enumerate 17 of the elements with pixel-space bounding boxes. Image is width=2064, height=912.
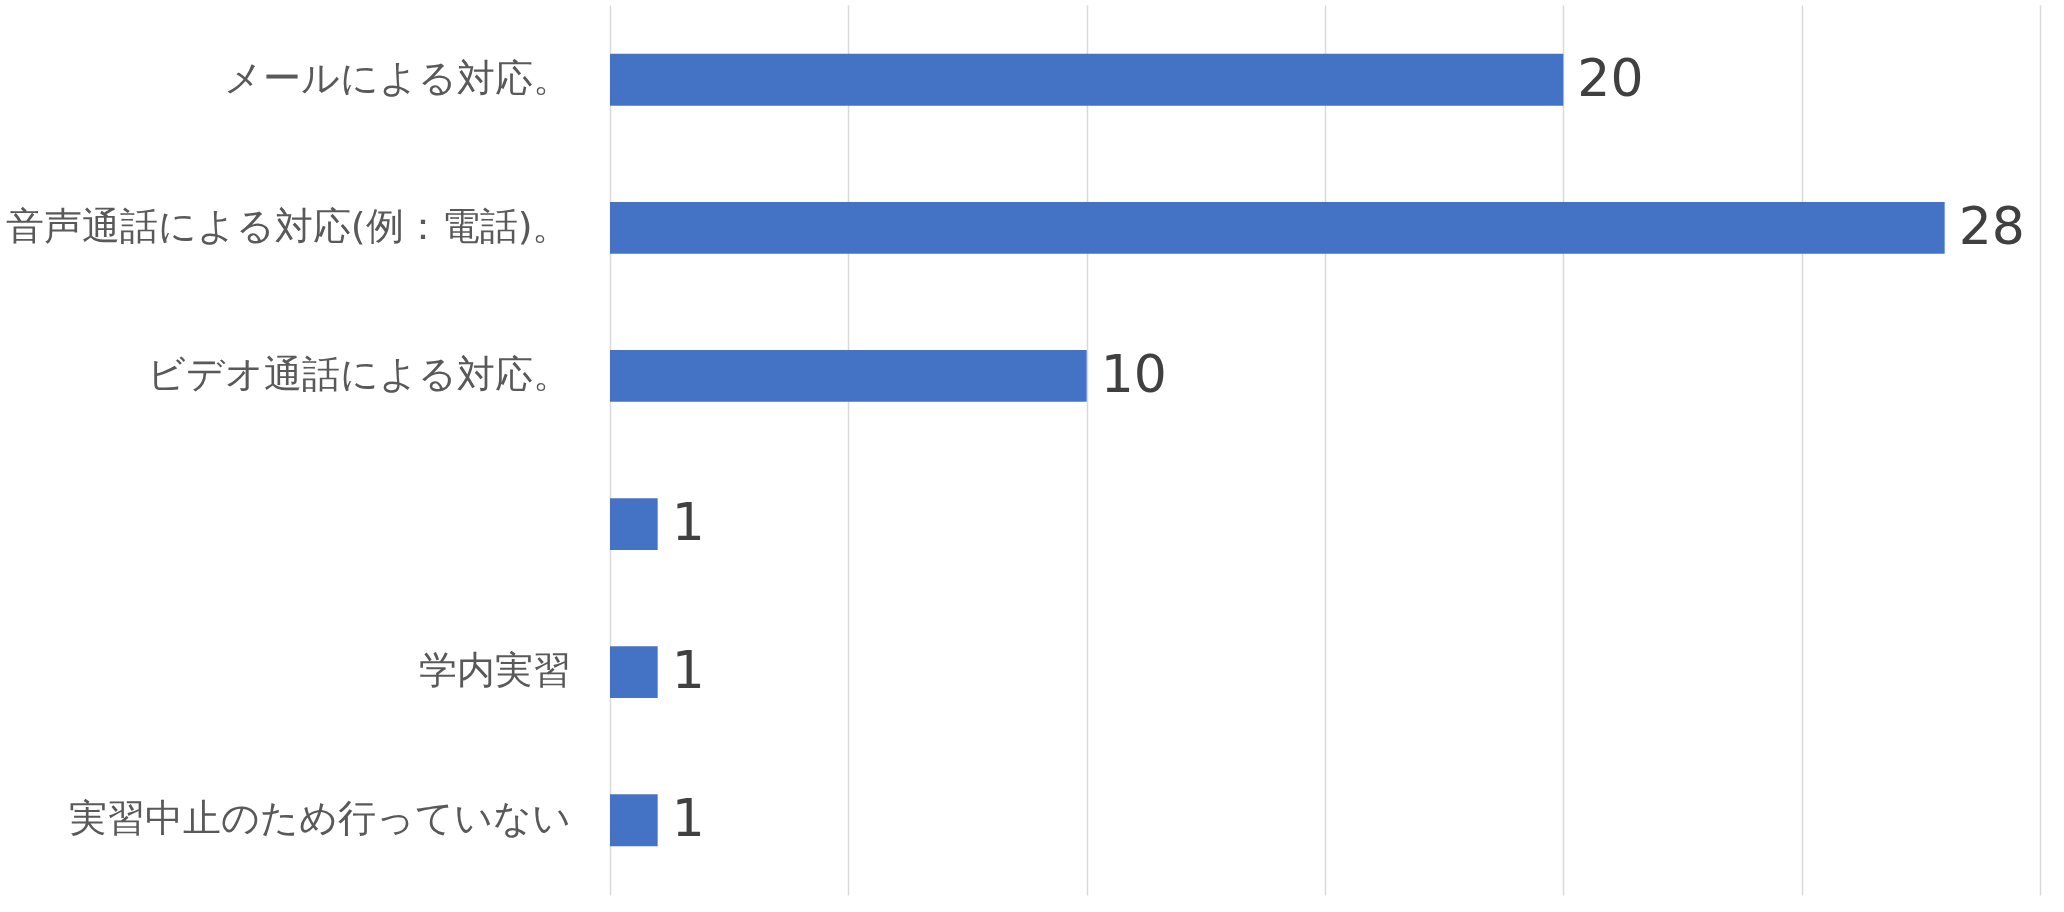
y-tick-label: 音声通話による対応(例：電話)。: [5, 203, 571, 248]
data-label: 1: [671, 492, 705, 553]
bar: [610, 498, 658, 550]
data-label: 10: [1100, 343, 1167, 404]
y-tick-label: メールによる対応。: [223, 55, 571, 100]
bar: [610, 646, 658, 699]
y-tick-label: 学内実習: [418, 648, 571, 693]
bar: [610, 201, 1945, 254]
y-tick-label: ビデオ通話による対応。: [146, 351, 571, 396]
bar: [610, 53, 1564, 106]
data-label: 1: [671, 788, 705, 849]
y-tick-label: 実習中止のため行っていない: [68, 796, 571, 841]
bar: [610, 350, 1087, 402]
bar: [610, 794, 658, 847]
data-label: 28: [1958, 195, 2025, 256]
data-label: 20: [1577, 47, 1644, 108]
data-label: 1: [671, 640, 705, 701]
